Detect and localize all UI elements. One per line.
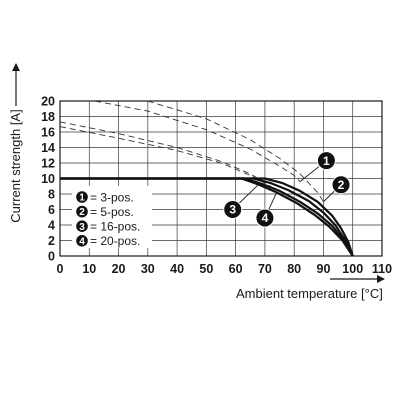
callout-badge-4 — [255, 208, 275, 228]
x-tick-label-8: 80 — [287, 262, 301, 276]
x-tick-label-11: 110 — [372, 262, 392, 276]
series-1-solid-line — [60, 177, 354, 257]
y-tick-label-5: 10 — [41, 172, 55, 186]
legend-badge-number-3: 3 — [79, 222, 85, 233]
legend-badge-number-4: 4 — [79, 236, 85, 247]
callout-number-1: 1 — [323, 154, 330, 168]
series-1-dashed-line — [95, 100, 301, 182]
y-tick-label-7: 14 — [41, 141, 55, 155]
callout-number-4: 4 — [262, 211, 269, 225]
y-tick-label-3: 6 — [48, 203, 55, 217]
callout-2: 2 — [323, 175, 351, 203]
legend-label-3: = 16-pos. — [90, 220, 140, 234]
x-tick-label-7: 70 — [258, 262, 272, 276]
legend-badge-2 — [76, 205, 88, 218]
legend-label-2: = 5-pos. — [90, 205, 134, 219]
y-tick-label-1: 2 — [48, 234, 55, 248]
x-tick-label-0: 0 — [57, 262, 64, 276]
legend-badge-4 — [76, 235, 88, 247]
y-tick-label-8: 16 — [41, 126, 55, 140]
legend-item-1: 1 = 3-pos. — [76, 190, 134, 204]
y-tick-label-6: 12 — [41, 157, 55, 171]
x-tick-labels: 0 10 20 30 40 50 60 70 80 90 100 110 — [57, 262, 393, 276]
y-axis-label: Current strength [A] — [8, 109, 23, 222]
x-tick-label-6: 60 — [229, 262, 243, 276]
series-4-solid-line — [60, 177, 354, 257]
y-tick-label-4: 8 — [48, 188, 55, 202]
legend-item-4: 4 = 20-pos. — [76, 234, 140, 248]
callout-badge-3 — [223, 200, 243, 219]
series-3-solid-line — [60, 177, 354, 257]
legend-badge-number-1: 1 — [79, 193, 85, 204]
legend-label-4: = 20-pos. — [90, 234, 140, 248]
legend: 1 = 3-pos. 2 = 5-pos. 3 = 16-pos. 4 = 20-pos. — [72, 186, 152, 248]
callout-4: 4 — [255, 192, 278, 228]
callout-3: 3 — [223, 183, 260, 219]
callouts: 12 3 4 — [223, 151, 351, 228]
x-tick-label-5: 50 — [199, 262, 213, 276]
legend-item-2: 2 = 5-pos. — [76, 205, 134, 219]
legend-badge-1 — [76, 191, 88, 203]
callout-number-3: 3 — [229, 203, 236, 217]
y-tick-label-0: 0 — [48, 250, 55, 264]
series-2-solid-line — [60, 177, 354, 257]
x-tick-label-1: 10 — [82, 262, 96, 276]
y-tick-label-9: 18 — [41, 110, 55, 124]
callout-badge-1 — [316, 151, 336, 171]
plot-frame — [59, 100, 383, 257]
series-4-dashed-line — [59, 121, 272, 187]
x-tick-label-2: 20 — [112, 262, 126, 276]
x-tick-label-4: 40 — [170, 262, 184, 276]
x-tick-label-3: 30 — [141, 262, 155, 276]
legend-item-3: 3 = 16-pos. — [76, 220, 140, 234]
callout-badge-2 — [331, 175, 351, 195]
x-axis-label: Ambient temperature [°C] — [236, 286, 383, 301]
solid-curves — [60, 177, 354, 257]
x-tick-label-10: 100 — [342, 262, 363, 276]
series-2-dashed-line — [147, 100, 324, 203]
y-tick-label-2: 4 — [48, 219, 55, 233]
legend-label-1: = 3-pos. — [90, 190, 134, 204]
legend-badge-number-2: 2 — [79, 207, 85, 218]
x-tick-label-9: 90 — [317, 262, 331, 276]
y-tick-label-10: 20 — [41, 95, 55, 109]
dashed-curves — [59, 100, 324, 203]
callout-number-2: 2 — [338, 178, 345, 192]
plot-border — [59, 100, 383, 257]
callout-1: 1 — [299, 151, 336, 182]
series-3-dashed-line — [59, 126, 266, 184]
legend-badge-3 — [76, 220, 88, 232]
